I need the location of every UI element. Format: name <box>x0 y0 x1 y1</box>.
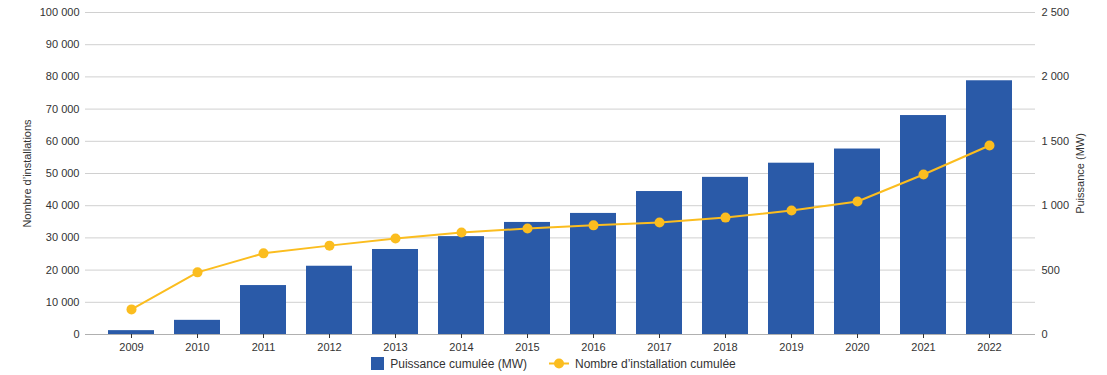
svg-text:20 000: 20 000 <box>46 264 80 276</box>
svg-text:60 000: 60 000 <box>46 135 80 147</box>
svg-text:2014: 2014 <box>449 341 473 353</box>
svg-text:2009: 2009 <box>119 341 143 353</box>
svg-text:2012: 2012 <box>317 341 341 353</box>
html-text:Puissance cumulée (MW): Puissance cumulée (MW) <box>390 356 527 371</box>
svg-text:2018: 2018 <box>713 341 737 353</box>
svg-text:70 000: 70 000 <box>46 103 80 115</box>
svg-text:2 000: 2 000 <box>1042 70 1070 82</box>
svg-text:1 000: 1 000 <box>1042 199 1070 211</box>
svg-text:2017: 2017 <box>647 341 671 353</box>
svg-text:2013: 2013 <box>383 341 407 353</box>
svg-text:30 000: 30 000 <box>46 231 80 243</box>
svg-text:2021: 2021 <box>911 341 935 353</box>
svg-text:Nombre d’installations: Nombre d’installations <box>21 119 33 228</box>
svg-text:50 000: 50 000 <box>46 167 80 179</box>
svg-text:10 000: 10 000 <box>46 296 80 308</box>
svg-text:0: 0 <box>1042 328 1048 340</box>
svg-text:2010: 2010 <box>185 341 209 353</box>
svg-text:40 000: 40 000 <box>46 199 80 211</box>
svg-text:2020: 2020 <box>845 341 869 353</box>
svg-text:1 500: 1 500 <box>1042 135 1070 147</box>
svg-text:2019: 2019 <box>779 341 803 353</box>
svg-text:2 500: 2 500 <box>1042 6 1070 18</box>
svg-text:2011: 2011 <box>252 341 276 353</box>
svg-text:Puissance (MW): Puissance (MW) <box>1074 133 1086 214</box>
svg-text:80 000: 80 000 <box>46 70 80 82</box>
svg-text:2022: 2022 <box>977 341 1001 353</box>
svg-text:0: 0 <box>73 328 79 340</box>
svg-text:2015: 2015 <box>515 341 539 353</box>
svg-text:2016: 2016 <box>581 341 605 353</box>
html-text:Nombre d’installation cumulée: Nombre d’installation cumulée <box>575 356 736 371</box>
svg-text:90 000: 90 000 <box>46 38 80 50</box>
svg-text:500: 500 <box>1042 264 1060 276</box>
svg-text:100 000: 100 000 <box>40 6 80 18</box>
